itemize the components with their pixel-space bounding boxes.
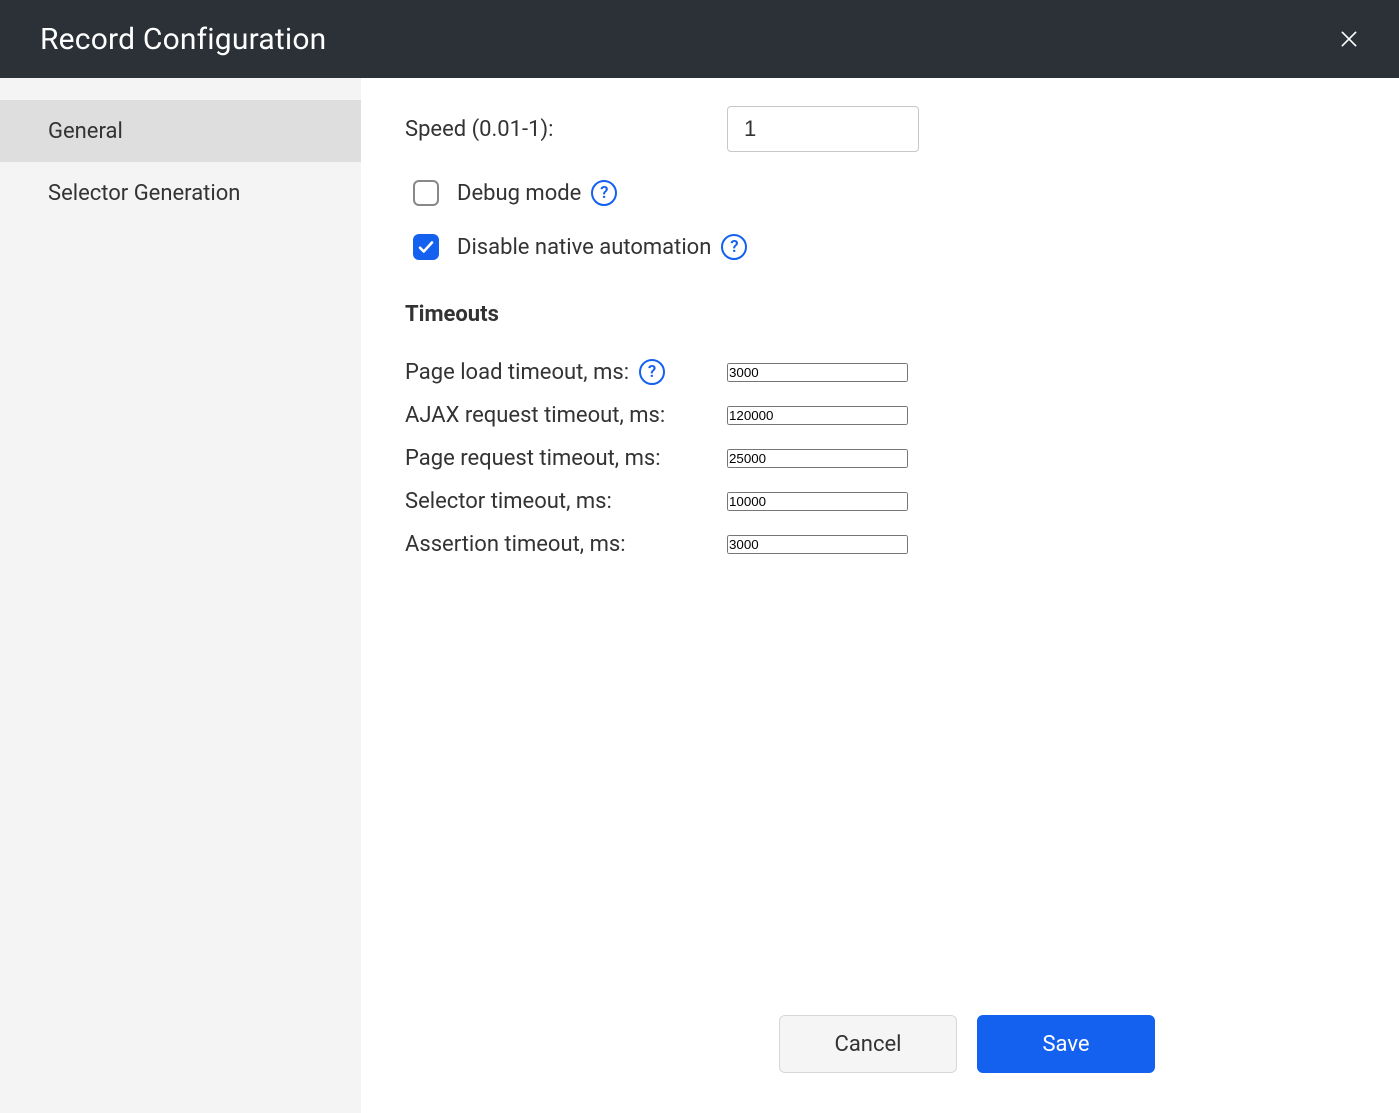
dialog-body: General Selector Generation Speed (0.01-… bbox=[0, 78, 1399, 1113]
disable-native-label: Disable native automation ? bbox=[457, 234, 747, 260]
assertion-timeout-label: Assertion timeout, ms: bbox=[405, 532, 727, 557]
speed-input[interactable] bbox=[727, 106, 919, 152]
main-panel: Speed (0.01-1): Debug mode ? Disable bbox=[361, 78, 1399, 1113]
ajax-timeout-label: AJAX request timeout, ms: bbox=[405, 403, 727, 428]
sidebar: General Selector Generation bbox=[0, 78, 361, 1113]
dialog-header: Record Configuration bbox=[0, 0, 1399, 78]
record-configuration-dialog: Record Configuration General Selector Ge… bbox=[0, 0, 1399, 1113]
assertion-timeout-input[interactable] bbox=[727, 535, 908, 554]
debug-mode-label: Debug mode ? bbox=[457, 180, 617, 206]
page-load-timeout-label-text: Page load timeout, ms: bbox=[405, 360, 629, 385]
help-icon[interactable]: ? bbox=[591, 180, 617, 206]
page-request-timeout-input[interactable] bbox=[727, 449, 908, 468]
dialog-footer: Cancel Save bbox=[405, 1015, 1355, 1085]
cancel-button-label: Cancel bbox=[835, 1032, 902, 1057]
debug-mode-label-text: Debug mode bbox=[457, 181, 581, 206]
save-button[interactable]: Save bbox=[977, 1015, 1155, 1073]
disable-native-row: Disable native automation ? bbox=[405, 234, 1355, 260]
ajax-timeout-input[interactable] bbox=[727, 406, 908, 425]
debug-mode-row: Debug mode ? bbox=[405, 180, 1355, 206]
sidebar-item-label: Selector Generation bbox=[48, 181, 240, 206]
speed-label: Speed (0.01-1): bbox=[405, 117, 727, 142]
close-icon bbox=[1339, 29, 1359, 49]
page-load-timeout-label: Page load timeout, ms: ? bbox=[405, 359, 727, 385]
selector-timeout-row: Selector timeout, ms: bbox=[405, 489, 1355, 514]
page-request-timeout-row: Page request timeout, ms: bbox=[405, 446, 1355, 471]
page-load-timeout-row: Page load timeout, ms: ? bbox=[405, 359, 1355, 385]
disable-native-label-text: Disable native automation bbox=[457, 235, 711, 260]
selector-timeout-input[interactable] bbox=[727, 492, 908, 511]
speed-row: Speed (0.01-1): bbox=[405, 106, 1355, 152]
sidebar-item-selector-generation[interactable]: Selector Generation bbox=[0, 162, 361, 224]
ajax-timeout-row: AJAX request timeout, ms: bbox=[405, 403, 1355, 428]
sidebar-item-label: General bbox=[48, 119, 123, 144]
selector-timeout-label: Selector timeout, ms: bbox=[405, 489, 727, 514]
assertion-timeout-row: Assertion timeout, ms: bbox=[405, 532, 1355, 557]
check-icon bbox=[417, 238, 435, 256]
disable-native-checkbox[interactable] bbox=[413, 234, 439, 260]
dialog-title: Record Configuration bbox=[40, 22, 326, 57]
timeouts-heading: Timeouts bbox=[405, 302, 1355, 327]
debug-mode-checkbox[interactable] bbox=[413, 180, 439, 206]
save-button-label: Save bbox=[1042, 1032, 1089, 1057]
sidebar-item-general[interactable]: General bbox=[0, 100, 361, 162]
page-load-timeout-input[interactable] bbox=[727, 363, 908, 382]
page-request-timeout-label: Page request timeout, ms: bbox=[405, 446, 727, 471]
help-icon[interactable]: ? bbox=[639, 359, 665, 385]
help-icon[interactable]: ? bbox=[721, 234, 747, 260]
close-button[interactable] bbox=[1335, 25, 1363, 53]
cancel-button[interactable]: Cancel bbox=[779, 1015, 957, 1073]
form-area: Speed (0.01-1): Debug mode ? Disable bbox=[405, 106, 1355, 1015]
